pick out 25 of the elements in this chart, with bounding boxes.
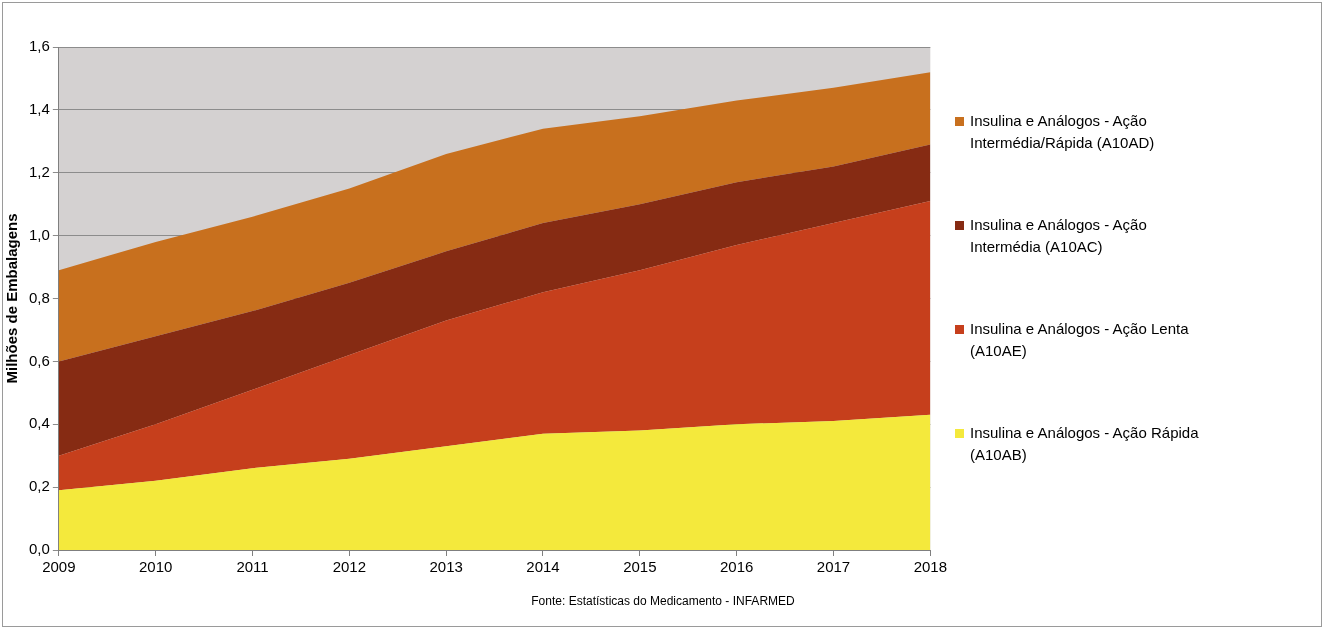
legend-label: Insulina e Análogos - Ação Intermédia/Rápida (A10AD) — [970, 111, 1156, 153]
legend-label: Insulina e Análogos - Ação Intermédia (A10AC) — [970, 215, 1148, 257]
y-tick-label: 1,0 — [28, 225, 50, 243]
y-tick-label: 0,0 — [28, 540, 50, 558]
y-tick-label: 0,6 — [28, 351, 50, 369]
x-tick-label: 2013 — [429, 558, 463, 576]
legend-label: Insulina e Análogos - Ação Rápida (A10AB) — [970, 423, 1200, 465]
x-tick-label: 2009 — [42, 558, 76, 576]
x-tick-label: 2016 — [719, 558, 754, 576]
y-axis-title: Milhões de Embalagens — [3, 213, 21, 384]
x-tick-label: 2011 — [236, 558, 269, 576]
legend-label: Insulina e Análogos - Ação Lenta (A10AE) — [970, 319, 1190, 361]
x-tick-label: 2012 — [332, 558, 367, 576]
y-tick-label: 1,6 — [28, 37, 50, 55]
x-tick-label: 2015 — [623, 558, 657, 576]
x-tick-label: 2010 — [138, 558, 173, 576]
x-tick-label: 2017 — [816, 558, 851, 576]
y-tick-label: 0,4 — [28, 414, 50, 432]
y-tick-label: 1,2 — [28, 162, 50, 180]
x-tick-label: 2014 — [526, 558, 560, 576]
y-tick-label: 0,2 — [28, 477, 50, 495]
y-tick-label: 1,4 — [28, 100, 50, 118]
x-tick-label: 2018 — [913, 558, 947, 576]
y-tick-label: 0,8 — [28, 288, 50, 306]
source-note: Fonte: Estatísticas do Medicamento - INFARMED — [530, 594, 796, 608]
